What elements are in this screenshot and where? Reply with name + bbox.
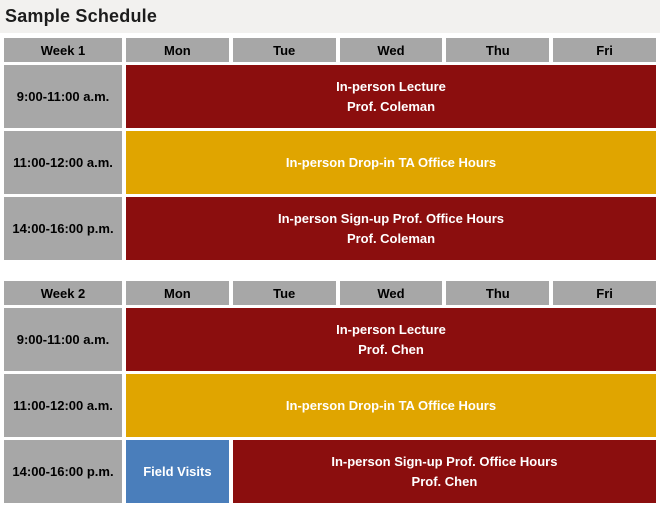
schedule-tables: Week 1 Mon Tue Wed Thu Fri 9:00-11:00 a.m. In-p… (0, 35, 660, 506)
week-label-cell: Week 1 (4, 38, 122, 62)
header-row: Week 1 Mon Tue Wed Thu Fri (4, 38, 656, 62)
title-bar: Sample Schedule (0, 0, 660, 33)
event-line: In-person Drop-in TA Office Hours (285, 397, 497, 413)
schedule-table-week-2: Week 2 Mon Tue Wed Thu Fri 9:00-11:00 a.m. In-p… (0, 278, 660, 506)
day-header-cell-thu: Thu (446, 281, 550, 305)
event-line: In-person Lecture (336, 321, 446, 337)
event-cell-blue: Field Visits (126, 440, 229, 503)
event-line: Prof. Coleman (346, 98, 436, 114)
day-header-cell-wed: Wed (339, 281, 443, 305)
event-cell-maroon: In-person Lecture Prof. Chen (126, 308, 656, 371)
event-cell-gold: In-person Drop-in TA Office Hours (126, 131, 656, 194)
day-header-cell-tue: Tue (232, 281, 336, 305)
event-line: Prof. Chen (358, 341, 424, 357)
day-header-cell-wed: Wed (339, 38, 443, 62)
schedule-row: 14:00-16:00 p.m. Field Visits In-person Si… (4, 440, 656, 503)
day-header-cell-mon: Mon (126, 281, 229, 305)
time-cell: 9:00-11:00 a.m. (4, 65, 122, 128)
event-line: Prof. Chen (411, 473, 478, 489)
event-line: In-person Sign-up Prof. Office Hours (331, 453, 558, 469)
header-row: Week 2 Mon Tue Wed Thu Fri (4, 281, 656, 305)
event-cell-maroon: In-person Lecture Prof. Coleman (126, 65, 656, 128)
day-header-cell-fri: Fri (553, 281, 656, 305)
event-line: In-person Drop-in TA Office Hours (285, 154, 497, 170)
event-line: Field Visits (143, 463, 212, 479)
schedule-row: 14:00-16:00 p.m. In-person Sign-up Prof. … (4, 197, 656, 260)
schedule-table-week-1: Week 1 Mon Tue Wed Thu Fri 9:00-11:00 a.m. In-p… (0, 35, 660, 263)
event-line: In-person Lecture (336, 78, 446, 94)
schedule-row: 11:00-12:00 a.m. In-person Drop-in TA Off… (4, 131, 656, 194)
event-cell-maroon: In-person Sign-up Prof. Office Hours Prof… (126, 197, 656, 260)
time-cell: 11:00-12:00 a.m. (4, 131, 122, 194)
day-header-cell-thu: Thu (446, 38, 550, 62)
week-label-cell: Week 2 (4, 281, 122, 305)
schedule-row: 9:00-11:00 a.m. In-person Lecture Prof. Co… (4, 65, 656, 128)
schedule-row: 9:00-11:00 a.m. In-person Lecture Prof. Ch… (4, 308, 656, 371)
time-cell: 14:00-16:00 p.m. (4, 440, 122, 503)
time-cell: 14:00-16:00 p.m. (4, 197, 122, 260)
day-header-cell-mon: Mon (126, 38, 229, 62)
event-cell-maroon: In-person Sign-up Prof. Office Hours Prof… (232, 440, 656, 503)
day-header-cell-fri: Fri (553, 38, 656, 62)
time-cell: 9:00-11:00 a.m. (4, 308, 122, 371)
schedule-row: 11:00-12:00 a.m. In-person Drop-in TA Off… (4, 374, 656, 437)
day-header-cell-tue: Tue (232, 38, 336, 62)
page-title: Sample Schedule (5, 6, 158, 26)
event-cell-gold: In-person Drop-in TA Office Hours (126, 374, 656, 437)
time-cell: 11:00-12:00 a.m. (4, 374, 122, 437)
event-line: In-person Sign-up Prof. Office Hours (277, 210, 505, 226)
event-line: Prof. Coleman (346, 230, 436, 246)
